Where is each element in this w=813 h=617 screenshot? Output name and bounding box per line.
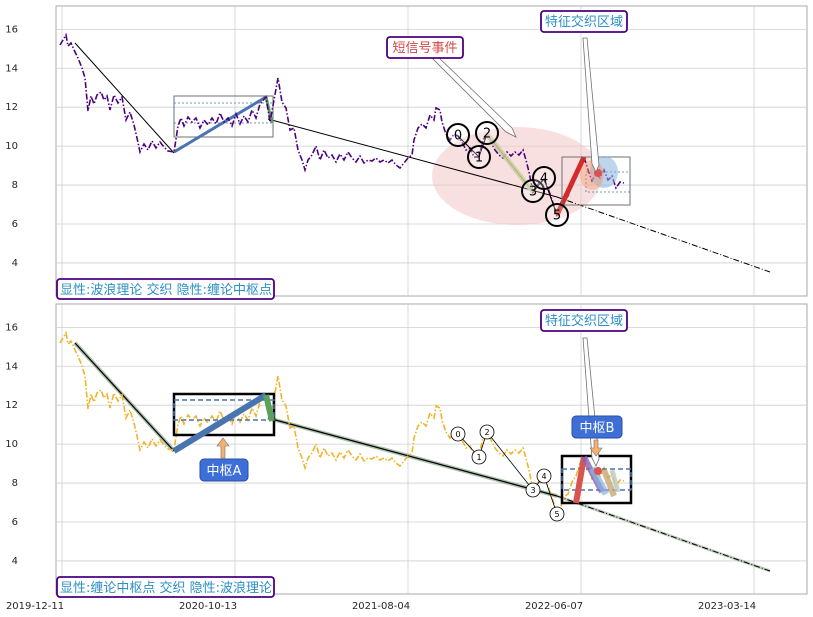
top-wave-circle-2 xyxy=(475,121,499,145)
x-tick-label: 2022-06-07 xyxy=(525,601,583,612)
bottom-trend-line-3 xyxy=(556,495,771,572)
top-wave-circle-5 xyxy=(545,203,569,227)
x-ticks: 2019-12-11 2020-10-13 2021-08-04 2022-06-07… xyxy=(6,601,756,612)
bottom-y-tick-label: 14 xyxy=(5,361,18,372)
bottom-wave-circle-3 xyxy=(525,482,541,498)
bottom-y-tick-label: 16 xyxy=(5,322,18,333)
bottom-wave-down-a xyxy=(263,394,275,422)
top-wave-number-0: 0 xyxy=(454,129,462,144)
bottom-feature-zone-label-box xyxy=(540,309,628,332)
top-mode-label: 显性:波浪理论 交织 隐性:缠论中枢点 xyxy=(60,282,272,298)
short-signal-label: 短信号事件 xyxy=(392,41,457,56)
bottom-wave-circles: 0 1 2 34 5 xyxy=(450,424,565,522)
bottom-price-line xyxy=(59,330,625,515)
short-signal-label-box xyxy=(386,36,464,59)
top-y-ticks: 4 6 8 10 12 14 16 xyxy=(5,24,18,269)
bottom-mode-label-box xyxy=(56,576,275,598)
top-wave-circle-0 xyxy=(446,123,470,147)
top-y-tick-label: 8 xyxy=(12,180,18,191)
top-wave-circle-1 xyxy=(467,145,491,169)
bottom-wave-circle-1 xyxy=(471,449,487,465)
feature-zone-arrow-top xyxy=(582,37,600,173)
x-tick-label: 2023-03-14 xyxy=(698,601,756,612)
bottom-feature-zone-label: 特征交织区域 xyxy=(545,313,623,329)
top-wave-circles: 012 34 5 xyxy=(446,121,569,227)
bottom-y-tick-label: 4 xyxy=(12,556,18,567)
bottom-wave-number-3: 3 xyxy=(530,486,535,495)
trend-line-2 xyxy=(267,118,558,198)
top-wave-number-1: 1 xyxy=(475,151,483,166)
bottom-mode-label: 显性:缠论中枢点 交织 隐性:波浪理论 xyxy=(60,580,272,596)
bottom-wave-number-5: 5 xyxy=(554,510,559,519)
top-y-tick-label: 12 xyxy=(5,102,18,113)
x-tick-label: 2019-12-11 xyxy=(6,601,64,612)
x-tick-label: 2021-08-04 xyxy=(352,601,410,612)
top-y-tick-label: 16 xyxy=(5,24,18,35)
top-y-tick-label: 4 xyxy=(12,258,18,269)
top-feature-zone-label: 特征交织区域 xyxy=(545,14,623,30)
bottom-y-tick-label: 12 xyxy=(5,400,18,411)
top-wave-number-4: 4 xyxy=(540,172,548,187)
top-wave-circle-4 xyxy=(532,166,556,190)
top-feature-zone-label-box xyxy=(540,10,628,33)
bottom-feature-dot xyxy=(594,467,602,475)
short-signal-ellipse xyxy=(432,127,602,225)
bottom-trend-line-1 xyxy=(74,342,175,452)
bottom-y-ticks: 4 6 8 10 12 14 16 xyxy=(5,322,18,567)
x-tick-label: 2020-10-13 xyxy=(179,601,237,612)
bottom-wave-circle-5 xyxy=(549,506,565,522)
bottom-wave-number-1: 1 xyxy=(476,453,481,462)
bottom-wave-circle-2 xyxy=(479,424,495,440)
zhongshu-a-label: 中枢A xyxy=(207,464,242,479)
bottom-trend-line-2 xyxy=(267,417,558,497)
bottom-y-tick-label: 10 xyxy=(5,439,18,450)
top-y-tick-label: 14 xyxy=(5,63,18,74)
bottom-y-tick-label: 8 xyxy=(12,478,18,489)
bottom-wave-5-red xyxy=(573,456,587,504)
bottom-wave-number-0: 0 xyxy=(455,430,460,439)
top-wave-up-a xyxy=(173,95,267,154)
bottom-wave-number-4: 4 xyxy=(541,472,546,481)
bottom-y-tick-label: 6 xyxy=(12,517,18,528)
zhongshu-b-arrow xyxy=(589,439,603,457)
top-wave-number-5: 5 xyxy=(553,209,561,224)
bottom-wave-circle-0 xyxy=(450,426,466,442)
bottom-feature-stroke-teal xyxy=(609,469,621,493)
zhongshu-a-label-box xyxy=(199,458,249,482)
zhongshu-b-label: 中枢B xyxy=(580,421,615,436)
bottom-wave-circle-4 xyxy=(536,468,552,484)
top-y-tick-label: 10 xyxy=(5,141,18,152)
bottom-grid xyxy=(56,304,807,594)
top-y-tick-label: 6 xyxy=(12,219,18,230)
top-price-line xyxy=(59,32,625,217)
top-wave-number-2: 2 xyxy=(483,127,491,142)
trend-line-1 xyxy=(74,42,175,154)
zhongshu-a-arrow xyxy=(216,437,230,459)
bottom-feature-stroke-tan xyxy=(601,468,617,498)
bottom-wave-number-2: 2 xyxy=(484,428,489,437)
trend-line-3 xyxy=(556,196,771,273)
bottom-panel-content: 0 1 2 34 5 特征交织区域 中枢A 中枢B 显性:缠论中枢点 交织 隐性:波浪理… xyxy=(56,309,771,598)
top-panel-content: 012 34 5 短信号事件 特征交织区域 显性:波浪理论 交织 隐性:缠论中枢点 xyxy=(56,10,771,300)
bottom-wave-up-a xyxy=(172,392,268,454)
zhongshu-b-label-box xyxy=(571,415,623,439)
top-wave-number-3: 3 xyxy=(529,185,537,200)
top-mode-label-box xyxy=(56,278,275,300)
